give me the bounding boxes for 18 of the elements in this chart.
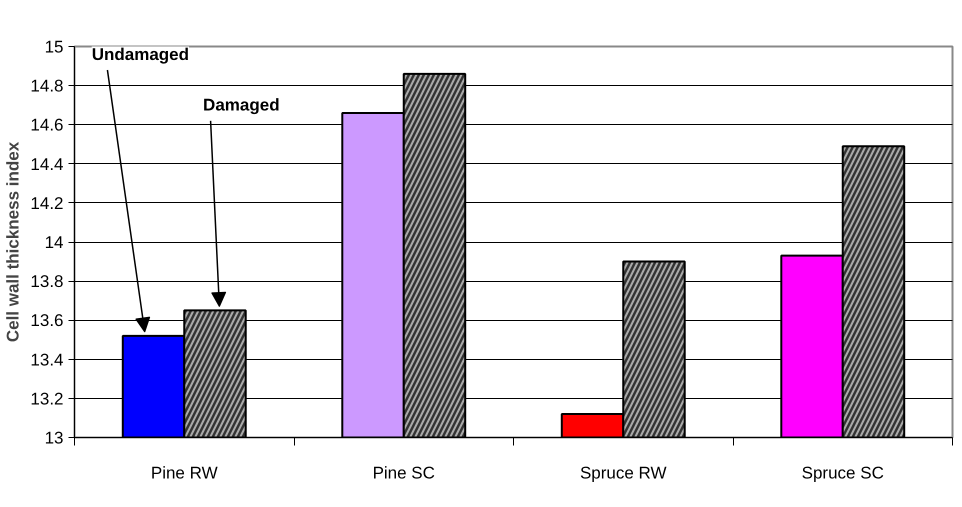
y-tick-label: 13.4	[30, 350, 64, 370]
y-tick-label: 15	[44, 38, 64, 56]
y-tick-label: 14	[44, 233, 64, 252]
text: Undamaged	[92, 44, 189, 64]
x-tick-label: Pine RW	[150, 464, 218, 482]
y-tick-label: 13.2	[30, 389, 64, 408]
y-tick-label: 14.8	[30, 76, 64, 96]
x-tick-label: Pine SC	[372, 464, 435, 482]
text: Damaged	[203, 96, 280, 115]
y-tick-label: 14.6	[30, 116, 64, 135]
y-tick-label: 13	[44, 428, 64, 448]
y-tick-label: 14.2	[30, 194, 64, 213]
y-tick-label: 13.6	[30, 311, 64, 330]
x-tick-label: Spruce RW	[580, 464, 667, 482]
y-axis-title: Cell wall thickness index	[3, 141, 22, 342]
x-tick-label: Spruce SC	[802, 464, 884, 482]
y-tick-label: 14.4	[30, 154, 64, 174]
y-tick-label: 13.8	[30, 272, 64, 292]
